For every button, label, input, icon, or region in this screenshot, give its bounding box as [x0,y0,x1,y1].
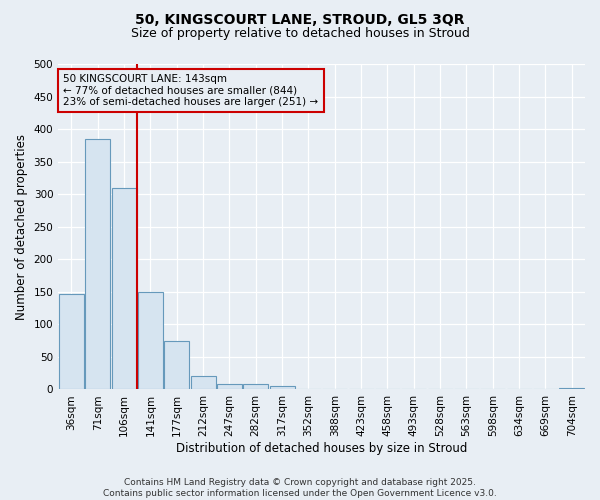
Bar [296,389,321,390]
Bar [112,188,137,390]
Bar [559,388,584,390]
Bar [85,139,110,390]
Bar [243,384,268,390]
Bar [269,386,295,390]
X-axis label: Distribution of detached houses by size in Stroud: Distribution of detached houses by size … [176,442,467,455]
Bar [59,294,84,390]
Y-axis label: Number of detached properties: Number of detached properties [15,134,28,320]
Bar [191,376,215,390]
Text: 50 KINGSCOURT LANE: 143sqm
← 77% of detached houses are smaller (844)
23% of sem: 50 KINGSCOURT LANE: 143sqm ← 77% of deta… [64,74,319,107]
Text: 50, KINGSCOURT LANE, STROUD, GL5 3QR: 50, KINGSCOURT LANE, STROUD, GL5 3QR [135,12,465,26]
Text: Contains HM Land Registry data © Crown copyright and database right 2025.
Contai: Contains HM Land Registry data © Crown c… [103,478,497,498]
Bar [164,340,189,390]
Bar [138,292,163,390]
Text: Size of property relative to detached houses in Stroud: Size of property relative to detached ho… [131,28,469,40]
Bar [217,384,242,390]
